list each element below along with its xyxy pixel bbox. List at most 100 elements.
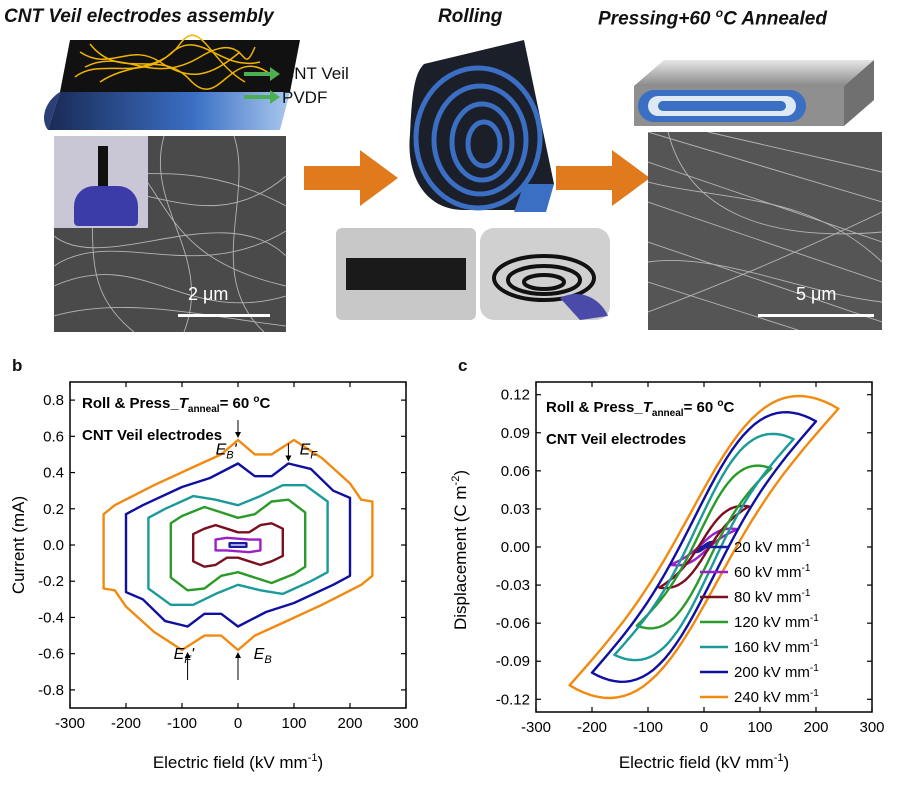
x-tick-label: -100 xyxy=(167,715,197,732)
panel-a-title-2: Rolling xyxy=(438,6,503,27)
rolled-film-schematic xyxy=(409,40,554,212)
label-pvdf: PVDF xyxy=(282,88,328,107)
film-blue-layer xyxy=(48,92,290,130)
trough-arrowhead-1 xyxy=(235,652,241,659)
chart-c-displacement: -300 -200 -100 0 100 200 300 -0.12 -0.09 -0.06 -0.… xyxy=(450,381,885,772)
y-tick-label: 0.09 xyxy=(501,425,530,442)
y-tick-label: -0.6 xyxy=(38,646,64,663)
pe-loop-6 xyxy=(568,394,840,700)
panel-a-title-1: CNT Veil electrodes assembly xyxy=(4,6,274,27)
y-tick-label: 0.0 xyxy=(43,537,64,554)
y-tick-label: -0.2 xyxy=(38,573,64,590)
sem-image-veil: 2 μm xyxy=(54,136,286,332)
green-arrows xyxy=(244,67,280,104)
current-loop-3 xyxy=(169,498,307,592)
legend-label-0: 20 kV mm-1 xyxy=(734,538,811,556)
pe-loop-5 xyxy=(590,411,818,683)
photo-rolled-film xyxy=(480,228,610,320)
chart-b-series xyxy=(102,438,374,652)
chart-b-ylabel: Current (mA) xyxy=(9,496,28,594)
y-tick-label: -0.09 xyxy=(496,653,530,670)
current-loop-0 xyxy=(228,542,248,548)
y-tick-label: -0.06 xyxy=(496,615,530,632)
annotation-0: EB' xyxy=(216,441,238,461)
chart-c-subtitle: CNT Veil electrodes xyxy=(546,431,686,448)
legend-label-4: 160 kV mm-1 xyxy=(734,638,819,656)
pe-loop-3 xyxy=(635,464,773,630)
chart-b-title: Roll & Press_Tanneal= 60 oC xyxy=(82,394,270,415)
y-tick-label: -0.4 xyxy=(38,609,64,626)
photo-inset-hand xyxy=(54,136,148,228)
chart-b-xlabel: Electric field (kV mm-1) xyxy=(153,752,323,772)
panel-label-c: c xyxy=(458,356,468,375)
pressed-film-schematic xyxy=(634,60,874,126)
peak-arrowhead-1 xyxy=(285,455,292,462)
chart-b-current: -300 -200 -100 0 100 200 300 -0.8 -0.6 -0.4 -0.2 0.… xyxy=(9,381,419,772)
y-tick-label: 0.00 xyxy=(501,539,530,556)
legend-label-6: 240 kV mm-1 xyxy=(734,688,819,706)
x-tick-label: 100 xyxy=(281,715,306,732)
y-tick-label: 0.03 xyxy=(501,501,530,518)
y-tick-label: 0.12 xyxy=(501,387,530,404)
chart-c-xlabel: Electric field (kV mm-1) xyxy=(619,752,789,772)
y-tick-label: 0.06 xyxy=(501,463,530,480)
chart-c-ticks: -300 -200 -100 0 100 200 300 -0.12 -0.09 -0.06 -0.… xyxy=(496,382,885,736)
photo-pressed-film xyxy=(336,228,476,320)
scale-label-1: 2 μm xyxy=(188,284,229,304)
y-tick-label: 0.8 xyxy=(43,392,64,409)
chart-c-legend: 20 kV mm-1 60 kV mm-1 80 kV mm-1 120 kV mm-… xyxy=(700,538,819,706)
x-tick-label: 0 xyxy=(700,719,708,736)
cnt-fibers xyxy=(74,34,271,90)
x-tick-label: 300 xyxy=(859,719,884,736)
panel-label-b: b xyxy=(12,356,23,375)
trough-arrowhead-0 xyxy=(184,652,191,659)
annotation-1: EF xyxy=(300,441,319,461)
peak-arrowhead-0 xyxy=(235,431,241,438)
process-arrow-1 xyxy=(304,150,398,206)
process-arrow-2 xyxy=(556,150,650,206)
y-tick-label: -0.03 xyxy=(496,577,530,594)
current-loop-6 xyxy=(102,438,374,652)
annotation-2: EF' xyxy=(174,646,195,666)
cnt-arrow-icon xyxy=(244,67,280,81)
scale-bar-1 xyxy=(178,314,270,317)
x-tick-label: -200 xyxy=(111,715,141,732)
y-tick-label: 0.2 xyxy=(43,501,64,518)
x-tick-label: -300 xyxy=(55,715,85,732)
sem-image-annealed: 5 μm xyxy=(648,132,882,330)
x-tick-label: 200 xyxy=(337,715,362,732)
chart-c-title: Roll & Press_Tanneal= 60 oC xyxy=(546,398,734,419)
current-loop-5 xyxy=(124,462,352,628)
sem-fibers-texture-2 xyxy=(648,132,882,330)
cnt-veil-film-schematic xyxy=(44,34,300,130)
current-loop-2 xyxy=(192,522,284,568)
label-cnt-veil: CNT Veil xyxy=(282,64,349,83)
panel-a-title-3: Pressing+60 oC Annealed xyxy=(598,6,827,30)
x-tick-label: 0 xyxy=(234,715,242,732)
current-loop-1 xyxy=(214,536,262,554)
legend-label-5: 200 kV mm-1 xyxy=(734,663,819,681)
chart-b-ticks: -300 -200 -100 0 100 200 300 -0.8 -0.6 -0.4 -0.2 0.… xyxy=(38,382,419,732)
chart-b-subtitle: CNT Veil electrodes xyxy=(82,427,222,444)
y-tick-label: 0.6 xyxy=(43,428,64,445)
pvdf-arrow-icon xyxy=(244,90,280,104)
current-loop-4 xyxy=(147,484,329,606)
chart-c-series xyxy=(568,394,840,700)
y-tick-label: -0.8 xyxy=(38,682,64,699)
x-tick-label: 100 xyxy=(747,719,772,736)
pe-loop-2 xyxy=(658,504,750,590)
scale-label-2: 5 μm xyxy=(796,284,837,304)
scale-bar-2 xyxy=(758,314,874,317)
y-tick-label: -0.12 xyxy=(496,691,530,708)
chart-b-annotations: EB' EF EF' EB xyxy=(174,419,319,681)
x-tick-label: -300 xyxy=(521,719,551,736)
legend-label-1: 60 kV mm-1 xyxy=(734,563,811,581)
x-tick-label: -200 xyxy=(577,719,607,736)
x-tick-label: 300 xyxy=(393,715,418,732)
x-tick-label: -100 xyxy=(633,719,663,736)
pe-loop-4 xyxy=(613,432,795,662)
chart-c-ylabel: Displacement (C m-2) xyxy=(450,470,470,630)
x-tick-label: 200 xyxy=(803,719,828,736)
annotation-3: EB xyxy=(254,646,272,666)
legend-label-3: 120 kV mm-1 xyxy=(734,613,819,631)
